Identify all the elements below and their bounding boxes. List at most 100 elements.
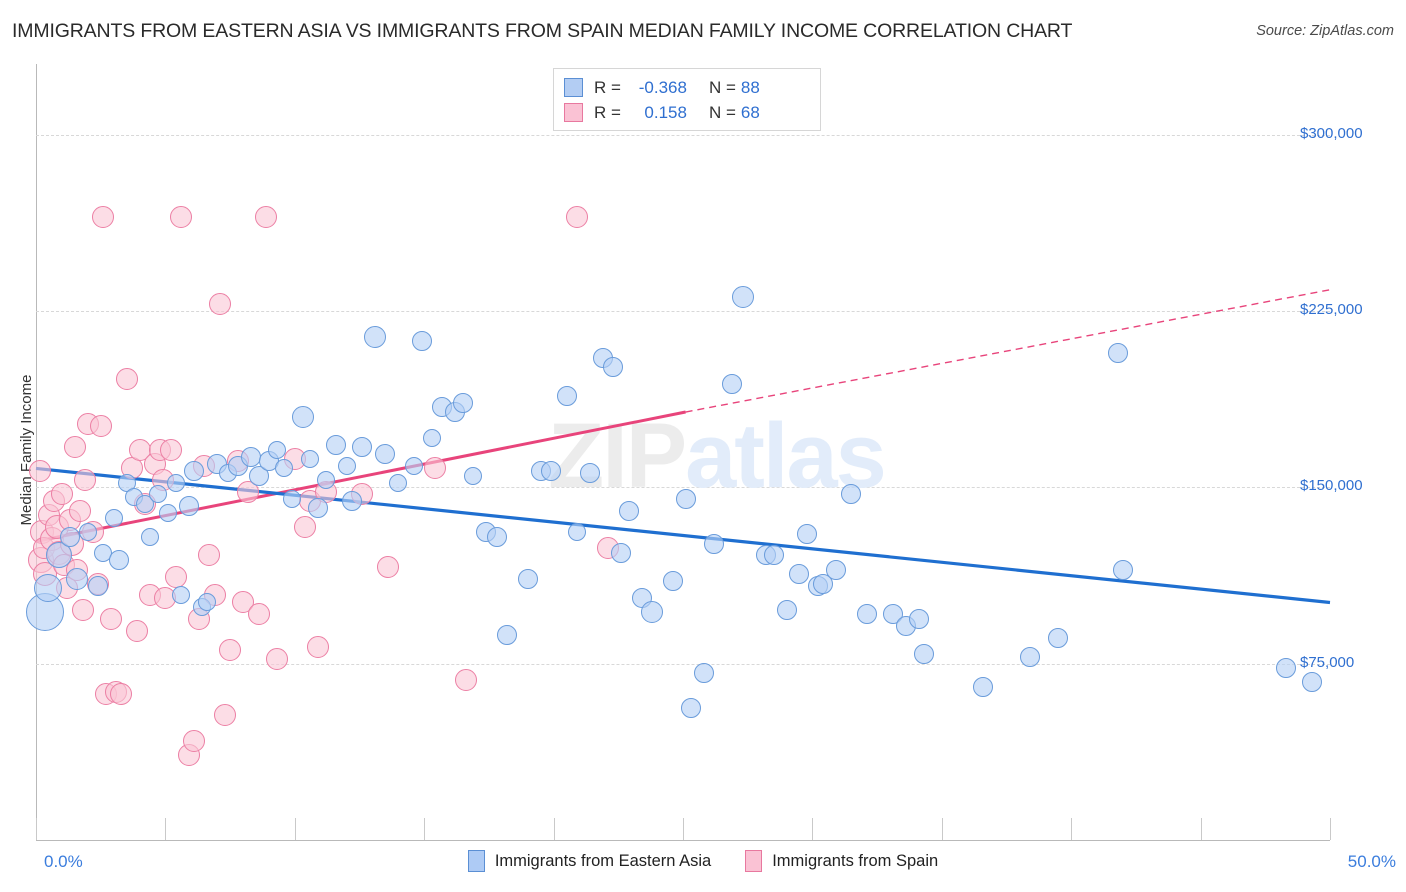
- scatter-point[interactable]: [169, 205, 192, 228]
- scatter-point[interactable]: [50, 483, 73, 506]
- scatter-point[interactable]: [110, 683, 133, 706]
- scatter-point[interactable]: [267, 440, 286, 459]
- scatter-point[interactable]: [662, 571, 683, 592]
- scatter-point[interactable]: [341, 491, 362, 512]
- scatter-point[interactable]: [28, 459, 51, 482]
- scatter-point[interactable]: [908, 608, 929, 629]
- scatter-point[interactable]: [693, 663, 714, 684]
- scatter-point[interactable]: [704, 533, 725, 554]
- scatter-point[interactable]: [375, 444, 396, 465]
- scatter-point[interactable]: [63, 436, 86, 459]
- scatter-point[interactable]: [59, 526, 80, 547]
- scatter-point[interactable]: [71, 598, 94, 621]
- scatter-point[interactable]: [973, 677, 994, 698]
- scatter-point[interactable]: [517, 568, 538, 589]
- scatter-point[interactable]: [464, 466, 483, 485]
- scatter-point[interactable]: [240, 446, 261, 467]
- scatter-point[interactable]: [104, 508, 123, 527]
- scatter-point[interactable]: [856, 604, 877, 625]
- scatter-point[interactable]: [422, 428, 441, 447]
- scatter-point[interactable]: [497, 625, 518, 646]
- scatter-point[interactable]: [158, 504, 177, 523]
- scatter-point[interactable]: [389, 473, 408, 492]
- scatter-point[interactable]: [1112, 559, 1133, 580]
- scatter-point[interactable]: [166, 473, 185, 492]
- scatter-point[interactable]: [316, 471, 335, 490]
- scatter-point[interactable]: [603, 357, 624, 378]
- scatter-point[interactable]: [675, 489, 696, 510]
- scatter-point[interactable]: [1048, 627, 1069, 648]
- scatter-point[interactable]: [841, 484, 862, 505]
- scatter-point[interactable]: [182, 730, 205, 753]
- scatter-point[interactable]: [159, 438, 182, 461]
- scatter-point[interactable]: [453, 392, 474, 413]
- scatter-point[interactable]: [171, 586, 190, 605]
- scatter-point[interactable]: [812, 573, 833, 594]
- scatter-point[interactable]: [1107, 343, 1128, 364]
- scatter-point[interactable]: [46, 542, 73, 569]
- scatter-point[interactable]: [183, 460, 204, 481]
- scatter-point[interactable]: [248, 465, 269, 486]
- scatter-point[interactable]: [913, 644, 934, 665]
- scatter-point[interactable]: [825, 559, 846, 580]
- scatter-point[interactable]: [66, 567, 89, 590]
- scatter-point[interactable]: [411, 331, 432, 352]
- scatter-point[interactable]: [454, 669, 477, 692]
- scatter-point[interactable]: [789, 564, 810, 585]
- scatter-point[interactable]: [213, 704, 236, 727]
- scatter-point[interactable]: [164, 565, 187, 588]
- scatter-point[interactable]: [680, 698, 701, 719]
- scatter-point[interactable]: [100, 607, 123, 630]
- scatter-point[interactable]: [307, 636, 330, 659]
- scatter-point[interactable]: [541, 460, 561, 481]
- scatter-point[interactable]: [1301, 672, 1322, 693]
- scatter-point[interactable]: [731, 285, 754, 308]
- scatter-point[interactable]: [776, 599, 797, 620]
- scatter-point[interactable]: [763, 545, 784, 566]
- scatter-point[interactable]: [556, 385, 577, 406]
- scatter-point[interactable]: [618, 500, 639, 521]
- scatter-point[interactable]: [283, 490, 302, 509]
- scatter-point[interactable]: [108, 550, 129, 571]
- scatter-point[interactable]: [326, 434, 347, 455]
- scatter-point[interactable]: [33, 574, 62, 603]
- scatter-point[interactable]: [308, 498, 329, 519]
- scatter-point[interactable]: [1019, 646, 1040, 667]
- scatter-point[interactable]: [301, 450, 320, 469]
- scatter-point[interactable]: [291, 405, 314, 428]
- scatter-point[interactable]: [722, 373, 743, 394]
- scatter-point[interactable]: [247, 603, 270, 626]
- scatter-point[interactable]: [219, 638, 242, 661]
- scatter-point[interactable]: [404, 457, 423, 476]
- legend-item-spain[interactable]: Immigrants from Spain: [745, 850, 938, 872]
- scatter-point[interactable]: [565, 205, 588, 228]
- scatter-point[interactable]: [125, 619, 148, 642]
- scatter-point[interactable]: [797, 524, 818, 545]
- scatter-point[interactable]: [294, 516, 317, 539]
- scatter-point[interactable]: [148, 485, 167, 504]
- scatter-point[interactable]: [610, 543, 631, 564]
- scatter-point[interactable]: [74, 469, 97, 492]
- scatter-point[interactable]: [352, 437, 373, 458]
- scatter-point[interactable]: [486, 526, 507, 547]
- scatter-point[interactable]: [135, 494, 154, 513]
- scatter-point[interactable]: [376, 556, 399, 579]
- scatter-point[interactable]: [255, 205, 278, 228]
- scatter-point[interactable]: [364, 325, 387, 348]
- scatter-point[interactable]: [198, 544, 221, 567]
- scatter-point[interactable]: [640, 600, 663, 623]
- scatter-point[interactable]: [115, 368, 138, 391]
- scatter-point[interactable]: [89, 415, 112, 438]
- legend-item-eastern-asia[interactable]: Immigrants from Eastern Asia: [467, 850, 711, 872]
- scatter-point[interactable]: [275, 459, 294, 478]
- scatter-point[interactable]: [423, 457, 446, 480]
- scatter-point[interactable]: [92, 205, 115, 228]
- scatter-point[interactable]: [178, 496, 199, 517]
- scatter-point[interactable]: [68, 499, 91, 522]
- scatter-point[interactable]: [78, 522, 97, 541]
- scatter-point[interactable]: [140, 527, 159, 546]
- scatter-point[interactable]: [88, 576, 109, 597]
- scatter-point[interactable]: [567, 522, 586, 541]
- scatter-point[interactable]: [1276, 658, 1296, 679]
- scatter-point[interactable]: [237, 480, 260, 503]
